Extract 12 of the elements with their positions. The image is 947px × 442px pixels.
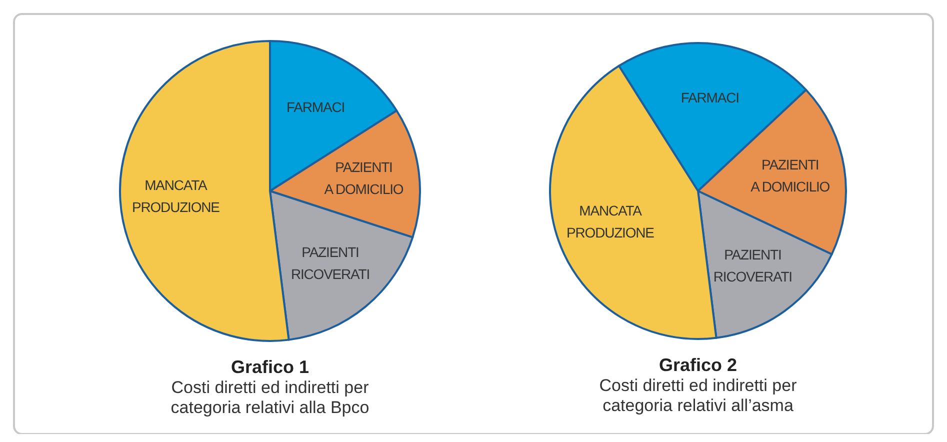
slice-label: PAZIENTI A DOMICILIO (750, 156, 830, 194)
text: Grafico 1 (230, 357, 310, 377)
slice-label: MANCATA PRODUZIONE (566, 202, 654, 240)
slice-label: MANCATA PRODUZIONE (132, 176, 220, 215)
text: Costi diretti ed indiretti per categoria relativi all’asma (599, 376, 798, 415)
text: Costi diretti ed indiretti per categoria relativi alla Bpco (170, 378, 370, 417)
slice-label: FARMACI (680, 89, 739, 106)
text: Grafico 2 (658, 355, 738, 375)
slice-label: PAZIENTI RICOVERATI (713, 246, 792, 284)
slice-label: PAZIENTI RICOVERATI (290, 244, 370, 282)
slice-label: PAZIENTI A DOMICILIO (324, 158, 404, 197)
slice-label: FARMACI (286, 98, 345, 115)
